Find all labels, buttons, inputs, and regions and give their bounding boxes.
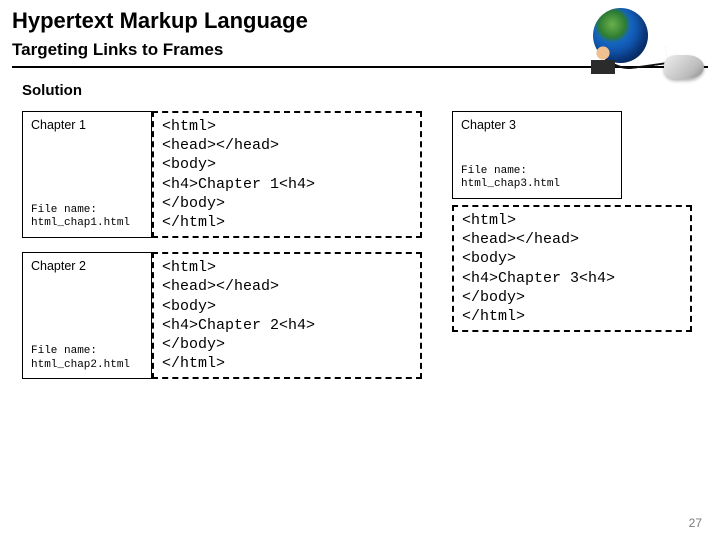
- chapter-box-1: Chapter 1 File name: html_chap1.html: [22, 111, 152, 238]
- slide-content: Solution Chapter 1 File name: html_chap1…: [0, 82, 720, 393]
- file-name-label: File name:: [31, 204, 145, 218]
- chapter-row-1: Chapter 1 File name: html_chap1.html <ht…: [22, 111, 422, 238]
- mouse-icon: [664, 55, 704, 79]
- file-name-label: File name:: [31, 345, 145, 359]
- left-column: Chapter 1 File name: html_chap1.html <ht…: [22, 111, 422, 393]
- person-graphic: [588, 46, 618, 74]
- page-number: 27: [689, 516, 702, 530]
- header-decorative-image: [558, 6, 708, 81]
- right-column: Chapter 3 File name: html_chap3.html <ht…: [452, 111, 692, 393]
- columns-layout: Chapter 1 File name: html_chap1.html <ht…: [22, 111, 698, 393]
- file-name-group: File name: html_chap3.html: [461, 165, 615, 193]
- chapter-box-3: Chapter 3 File name: html_chap3.html: [452, 111, 622, 199]
- file-name-value: html_chap3.html: [461, 178, 615, 192]
- solution-heading: Solution: [22, 82, 698, 99]
- file-name-value: html_chap1.html: [31, 217, 145, 231]
- chapter-label: Chapter 2: [31, 259, 143, 273]
- code-box-1: <html> <head></head> <body> <h4>Chapter …: [152, 111, 422, 238]
- code-box-2: <html> <head></head> <body> <h4>Chapter …: [152, 252, 422, 379]
- code-box-3: <html> <head></head> <body> <h4>Chapter …: [452, 205, 692, 332]
- file-name-group: File name: html_chap2.html: [31, 345, 145, 373]
- file-name-value: html_chap2.html: [31, 359, 145, 373]
- chapter-box-2: Chapter 2 File name: html_chap2.html: [22, 252, 152, 379]
- file-name-group: File name: html_chap1.html: [31, 204, 145, 232]
- chapter-row-2: Chapter 2 File name: html_chap2.html <ht…: [22, 252, 422, 379]
- chapter-label: Chapter 1: [31, 118, 143, 132]
- chapter-label: Chapter 3: [461, 118, 613, 132]
- file-name-label: File name:: [461, 165, 615, 179]
